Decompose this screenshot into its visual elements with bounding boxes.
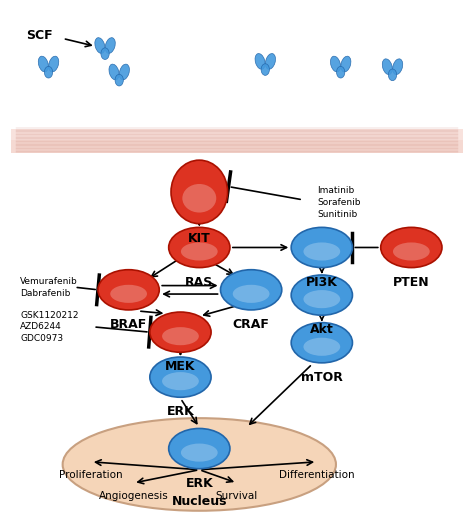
Text: CRAF: CRAF — [233, 318, 270, 331]
Ellipse shape — [171, 160, 228, 223]
Text: Survival: Survival — [216, 491, 258, 501]
Text: RAS: RAS — [185, 276, 213, 288]
Text: Vemurafenib
Dabrafenib: Vemurafenib Dabrafenib — [20, 277, 78, 297]
Ellipse shape — [63, 418, 336, 511]
Ellipse shape — [261, 64, 269, 76]
Ellipse shape — [337, 66, 345, 78]
Ellipse shape — [182, 184, 216, 213]
Ellipse shape — [162, 372, 199, 390]
Text: BRAF: BRAF — [110, 318, 147, 331]
Text: Akt: Akt — [310, 323, 334, 336]
Ellipse shape — [392, 59, 403, 74]
Ellipse shape — [383, 59, 392, 74]
Ellipse shape — [101, 48, 109, 60]
Text: mTOR: mTOR — [301, 371, 343, 384]
Ellipse shape — [291, 322, 353, 363]
Ellipse shape — [303, 290, 340, 308]
Ellipse shape — [119, 64, 129, 80]
Text: Proliferation: Proliferation — [59, 470, 123, 480]
Ellipse shape — [265, 54, 275, 69]
Text: PI3K: PI3K — [306, 276, 338, 288]
Text: SCF: SCF — [26, 29, 53, 42]
Ellipse shape — [110, 285, 147, 303]
Ellipse shape — [303, 243, 340, 261]
Ellipse shape — [291, 275, 353, 315]
Ellipse shape — [341, 56, 351, 72]
Ellipse shape — [303, 338, 340, 356]
Ellipse shape — [255, 54, 265, 69]
Ellipse shape — [181, 243, 218, 261]
Ellipse shape — [393, 243, 430, 261]
Ellipse shape — [115, 74, 123, 86]
Ellipse shape — [49, 56, 59, 72]
Ellipse shape — [330, 56, 340, 72]
Ellipse shape — [150, 357, 211, 397]
Ellipse shape — [233, 285, 270, 303]
Ellipse shape — [162, 327, 199, 345]
Ellipse shape — [291, 227, 353, 268]
Text: PTEN: PTEN — [393, 276, 429, 288]
Ellipse shape — [181, 444, 218, 462]
Bar — [11, 129, 463, 140]
Text: Angiogenesis: Angiogenesis — [99, 491, 168, 501]
Ellipse shape — [109, 64, 119, 80]
Ellipse shape — [388, 69, 397, 81]
Text: Differentiation: Differentiation — [279, 470, 355, 480]
Text: GSK1120212
AZD6244
GDC0973: GSK1120212 AZD6244 GDC0973 — [20, 311, 79, 343]
Ellipse shape — [150, 312, 211, 352]
Ellipse shape — [220, 270, 282, 310]
Ellipse shape — [95, 38, 105, 53]
Ellipse shape — [381, 227, 442, 268]
Ellipse shape — [169, 227, 230, 268]
Bar — [11, 140, 463, 153]
Ellipse shape — [45, 66, 53, 78]
Ellipse shape — [169, 428, 230, 469]
Text: Imatinib
Sorafenib
Sunitinib: Imatinib Sorafenib Sunitinib — [317, 186, 361, 219]
Ellipse shape — [98, 270, 159, 310]
Text: ERK: ERK — [166, 405, 194, 418]
Ellipse shape — [38, 56, 48, 72]
Text: Nucleus: Nucleus — [172, 495, 227, 508]
Text: KIT: KIT — [188, 231, 210, 245]
Text: MEK: MEK — [165, 360, 196, 373]
Ellipse shape — [105, 38, 115, 53]
Text: ERK: ERK — [185, 477, 213, 489]
